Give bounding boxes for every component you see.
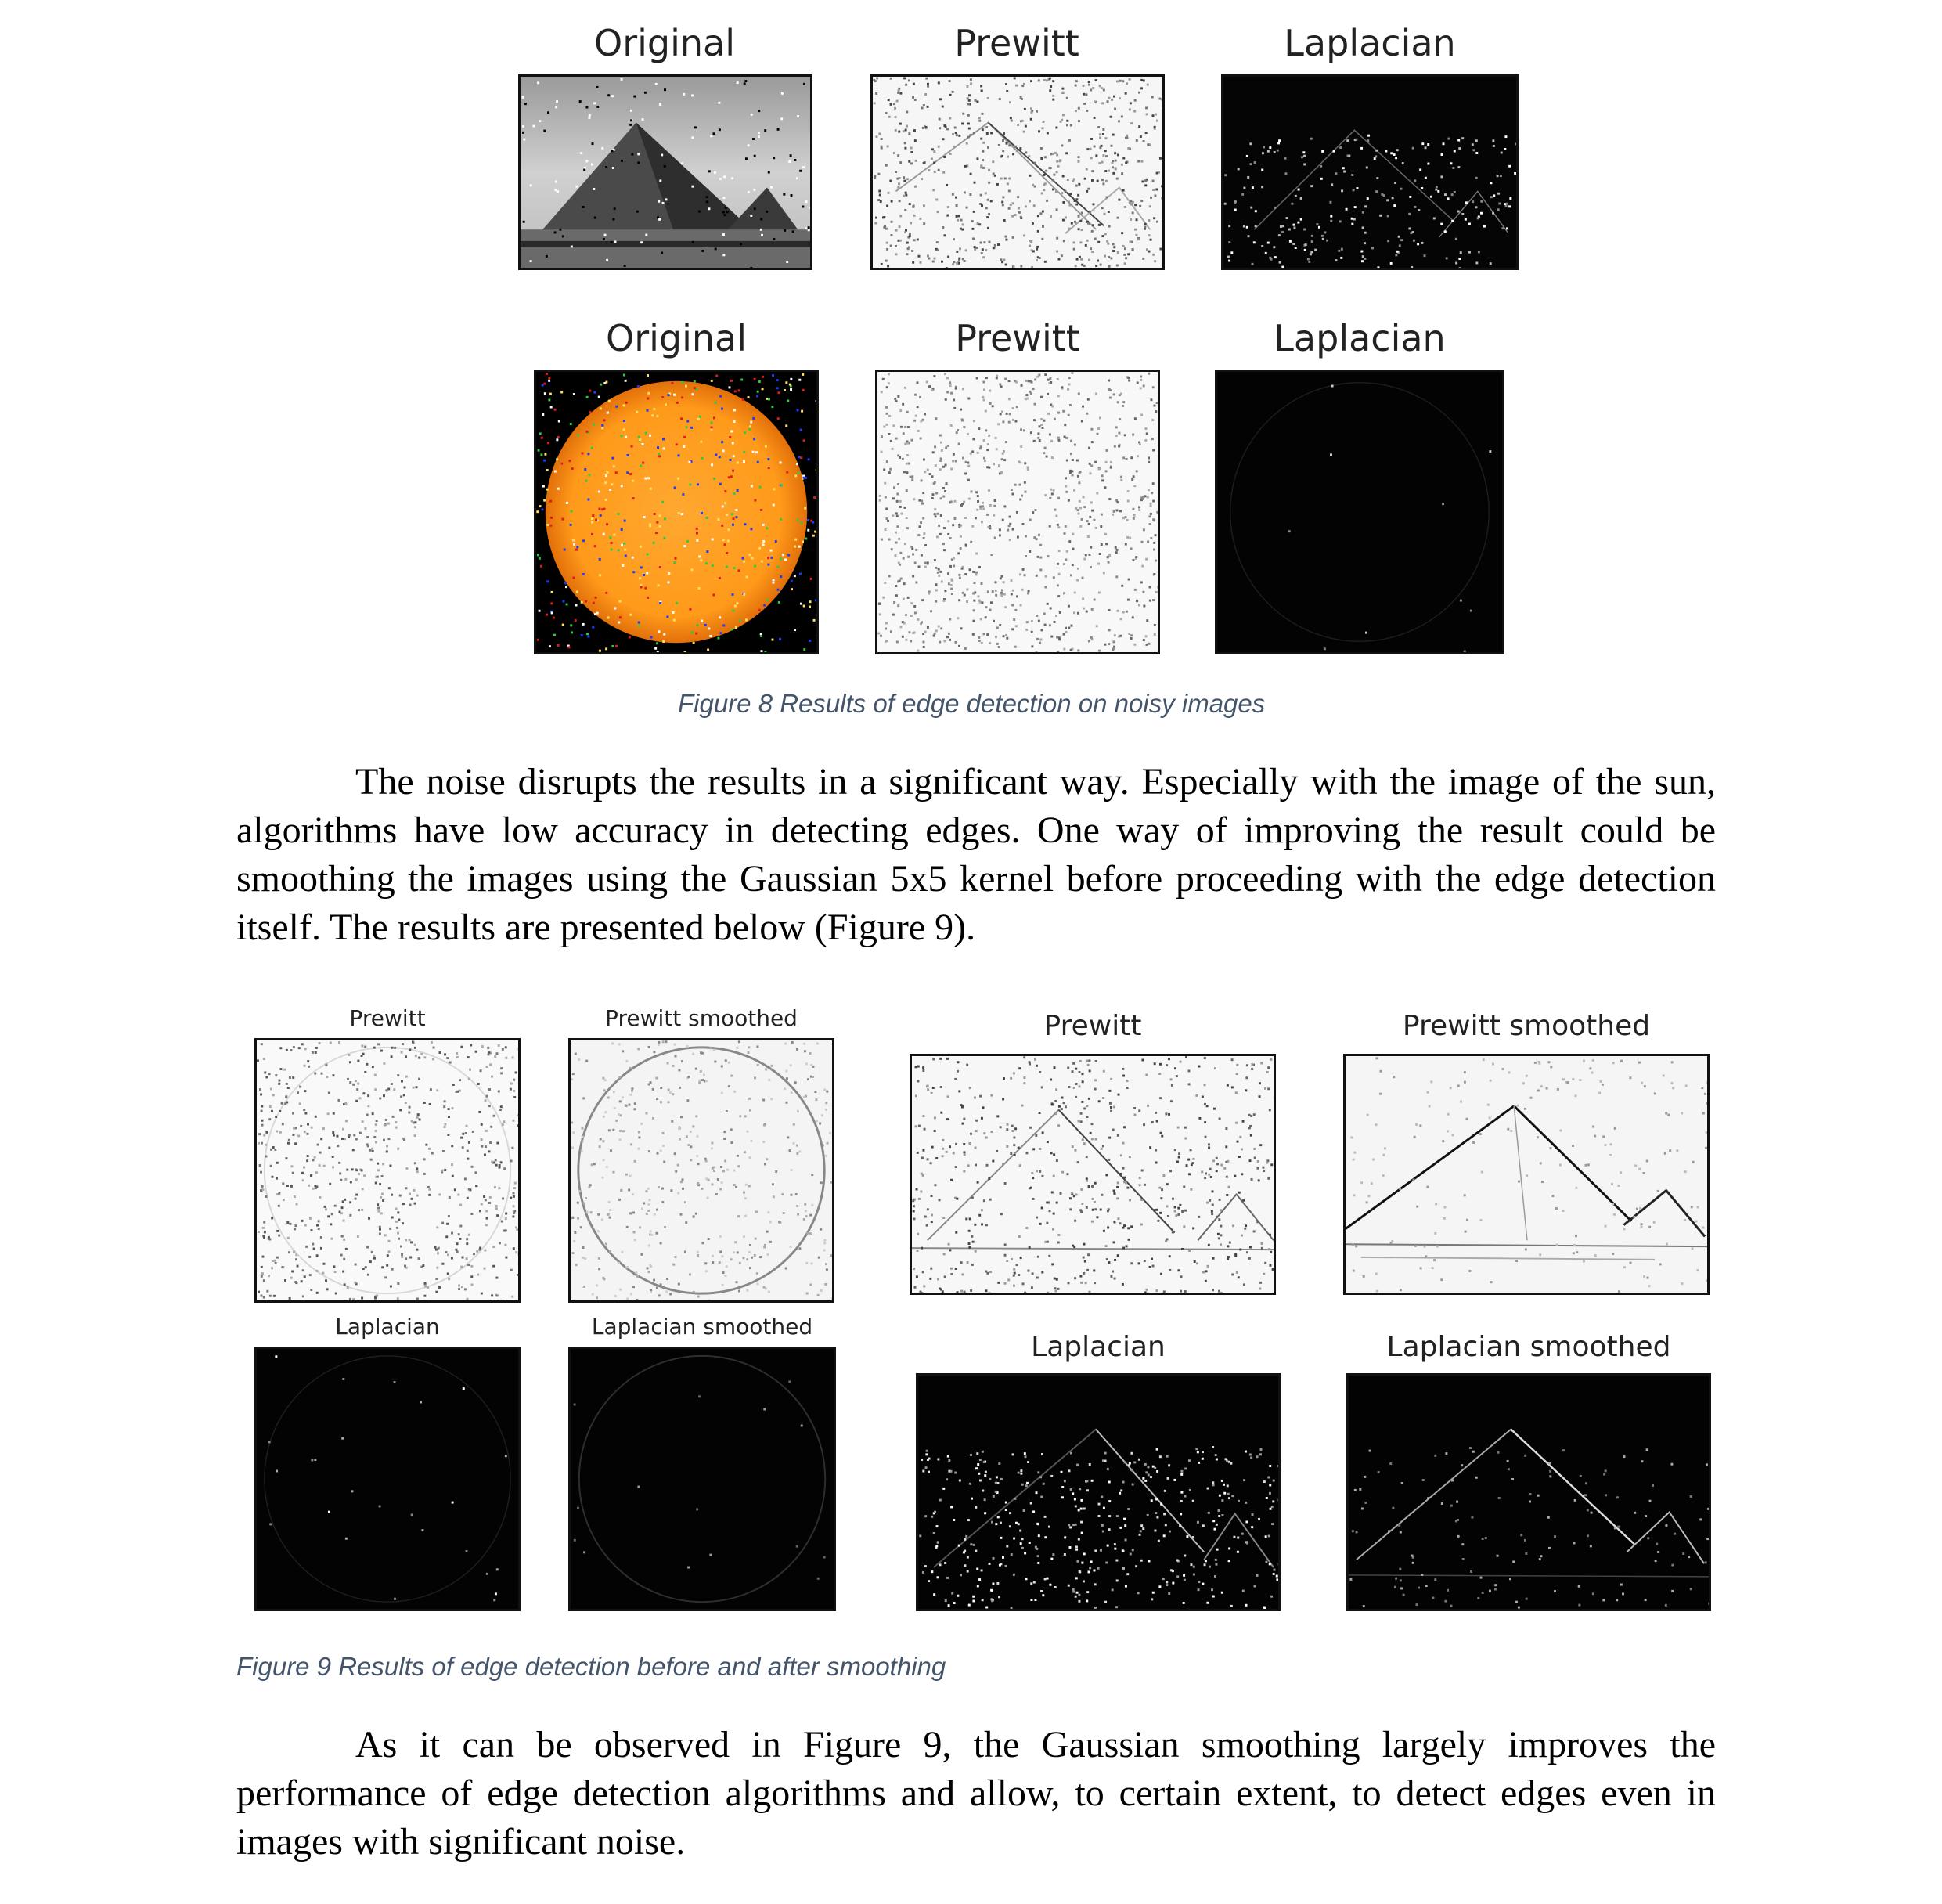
fig9-sun-prewitt-smoothed-image xyxy=(568,1038,834,1303)
fig9-sun-laplacian-image xyxy=(254,1347,521,1611)
fig8-pyramid-laplacian-image xyxy=(1221,74,1519,270)
fig8-row2-prewitt-title: Prewitt xyxy=(955,317,1080,359)
fig8-pyramid-original-image xyxy=(518,74,812,270)
paragraph-noise-effects: The noise disrupts the results in a sign… xyxy=(236,761,1716,948)
fig9-pyramid-laplacian-image xyxy=(916,1373,1281,1611)
fig8-row1-original-title: Original xyxy=(593,22,735,64)
fig9-sun-laplacian-smoothed-title: Laplacian smoothed xyxy=(591,1314,813,1340)
fig8-sun-original-image xyxy=(534,370,819,654)
fig9-sun-prewitt-smoothed-title: Prewitt smoothed xyxy=(605,1005,798,1031)
figure9-caption: Figure 9 Results of edge detection befor… xyxy=(236,1652,946,1681)
fig8-sun-prewitt-image xyxy=(875,370,1160,654)
fig8-row1-prewitt-title: Prewitt xyxy=(954,22,1079,64)
paragraph-gaussian-conclusion: As it can be observed in Figure 9, the G… xyxy=(236,1724,1716,1863)
fig9-pyramid-prewitt-smoothed-image xyxy=(1343,1054,1710,1295)
figure8-caption: Figure 8 Results of edge detection on no… xyxy=(678,689,1266,718)
fig8-row1-laplacian-title: Laplacian xyxy=(1284,22,1456,64)
fig8-pyramid-prewitt-image xyxy=(870,74,1165,270)
fig8-row2-laplacian-title: Laplacian xyxy=(1274,317,1446,359)
fig9-sun-laplacian-smoothed-image xyxy=(568,1347,836,1611)
fig9-sun-prewitt-title: Prewitt xyxy=(349,1005,426,1031)
fig9-sun-prewitt-image xyxy=(254,1038,521,1303)
fig8-row2-original-title: Original xyxy=(605,317,747,359)
fig9-pyramid-prewitt-title: Prewitt xyxy=(1043,1010,1142,1042)
fig9-pyramid-laplacian-smoothed-title: Laplacian smoothed xyxy=(1386,1331,1671,1363)
fig9-sun-laplacian-title: Laplacian xyxy=(335,1314,440,1340)
fig9-pyramid-laplacian-smoothed-image xyxy=(1346,1373,1711,1611)
fig8-sun-laplacian-image xyxy=(1215,370,1504,654)
fig9-pyramid-laplacian-title: Laplacian xyxy=(1031,1331,1166,1363)
fig9-pyramid-prewitt-smoothed-title: Prewitt smoothed xyxy=(1402,1010,1651,1042)
fig9-pyramid-prewitt-image xyxy=(910,1054,1276,1295)
